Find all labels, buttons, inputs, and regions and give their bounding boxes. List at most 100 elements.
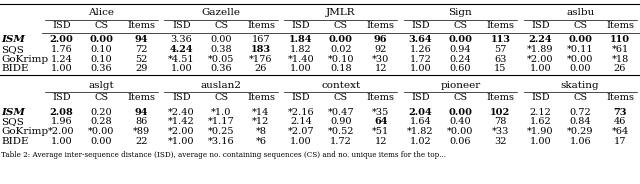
Text: Sign: Sign bbox=[449, 8, 472, 17]
Text: 0.28: 0.28 bbox=[91, 117, 112, 126]
Text: BIDE: BIDE bbox=[1, 64, 29, 73]
Text: GoKrimp: GoKrimp bbox=[1, 55, 49, 64]
Text: 1.76: 1.76 bbox=[51, 45, 72, 54]
Text: *61: *61 bbox=[611, 45, 628, 54]
Text: CS: CS bbox=[453, 93, 468, 102]
Text: 0.36: 0.36 bbox=[211, 64, 232, 73]
Text: 0.84: 0.84 bbox=[570, 117, 591, 126]
Text: *12: *12 bbox=[252, 117, 269, 126]
Text: *0.47: *0.47 bbox=[328, 107, 354, 116]
Text: ISD: ISD bbox=[412, 93, 430, 102]
Text: Alice: Alice bbox=[88, 8, 115, 17]
Text: 1.00: 1.00 bbox=[529, 137, 551, 146]
Text: 12: 12 bbox=[374, 137, 387, 146]
Text: ISD: ISD bbox=[412, 21, 430, 30]
Text: Items: Items bbox=[367, 21, 395, 30]
Text: Items: Items bbox=[367, 93, 395, 102]
Text: *0.29: *0.29 bbox=[567, 127, 593, 136]
Text: *1.17: *1.17 bbox=[208, 117, 234, 126]
Text: CS: CS bbox=[453, 21, 468, 30]
Text: CS: CS bbox=[94, 21, 109, 30]
Text: 57: 57 bbox=[494, 45, 507, 54]
Text: 0.38: 0.38 bbox=[211, 45, 232, 54]
Text: 92: 92 bbox=[374, 45, 387, 54]
Text: 2.04: 2.04 bbox=[409, 107, 433, 116]
Text: ISD: ISD bbox=[292, 21, 310, 30]
Text: CS: CS bbox=[214, 93, 228, 102]
Text: Items: Items bbox=[247, 93, 275, 102]
Text: Items: Items bbox=[127, 21, 156, 30]
Text: 113: 113 bbox=[490, 35, 510, 44]
Text: *0.11: *0.11 bbox=[567, 45, 593, 54]
Text: skating: skating bbox=[561, 81, 600, 90]
Text: 0.90: 0.90 bbox=[330, 117, 351, 126]
Text: 167: 167 bbox=[252, 35, 270, 44]
Text: *6: *6 bbox=[255, 137, 266, 146]
Text: 0.06: 0.06 bbox=[450, 137, 471, 146]
Text: Items: Items bbox=[606, 21, 634, 30]
Text: 26: 26 bbox=[255, 64, 268, 73]
Text: 0.02: 0.02 bbox=[330, 45, 351, 54]
Text: 183: 183 bbox=[251, 45, 271, 54]
Text: 17: 17 bbox=[614, 137, 627, 146]
Text: *3.16: *3.16 bbox=[208, 137, 234, 146]
Text: 2.24: 2.24 bbox=[529, 35, 552, 44]
Text: 1.72: 1.72 bbox=[410, 55, 431, 64]
Text: *1.82: *1.82 bbox=[407, 127, 434, 136]
Text: 32: 32 bbox=[494, 137, 507, 146]
Text: *2.07: *2.07 bbox=[287, 127, 314, 136]
Text: CS: CS bbox=[573, 93, 588, 102]
Text: CS: CS bbox=[94, 93, 109, 102]
Text: JMLR: JMLR bbox=[326, 8, 356, 17]
Text: 2.00: 2.00 bbox=[50, 35, 74, 44]
Text: ISM: ISM bbox=[1, 107, 25, 116]
Text: 1.24: 1.24 bbox=[51, 55, 72, 64]
Text: *89: *89 bbox=[132, 127, 150, 136]
Text: 46: 46 bbox=[614, 117, 627, 126]
Text: 0.00: 0.00 bbox=[449, 35, 472, 44]
Text: pioneer: pioneer bbox=[440, 81, 481, 90]
Text: 0.94: 0.94 bbox=[450, 45, 471, 54]
Text: ISD: ISD bbox=[172, 21, 191, 30]
Text: 1.84: 1.84 bbox=[289, 35, 313, 44]
Text: *1.00: *1.00 bbox=[168, 137, 195, 146]
Text: 0.00: 0.00 bbox=[91, 137, 112, 146]
Text: 3.64: 3.64 bbox=[409, 35, 433, 44]
Text: 1.64: 1.64 bbox=[410, 117, 431, 126]
Text: 1.06: 1.06 bbox=[570, 137, 591, 146]
Text: 94: 94 bbox=[134, 107, 148, 116]
Text: *18: *18 bbox=[611, 55, 628, 64]
Text: 2.12: 2.12 bbox=[529, 107, 551, 116]
Text: 86: 86 bbox=[135, 117, 147, 126]
Text: 96: 96 bbox=[374, 35, 387, 44]
Text: *35: *35 bbox=[372, 107, 389, 116]
Text: *1.0: *1.0 bbox=[211, 107, 231, 116]
Text: CS: CS bbox=[214, 21, 228, 30]
Text: *1.90: *1.90 bbox=[527, 127, 554, 136]
Text: 0.10: 0.10 bbox=[91, 55, 112, 64]
Text: *1.89: *1.89 bbox=[527, 45, 554, 54]
Text: *14: *14 bbox=[252, 107, 269, 116]
Text: BIDE: BIDE bbox=[1, 137, 29, 146]
Text: Items: Items bbox=[247, 21, 275, 30]
Text: *0.05: *0.05 bbox=[208, 55, 234, 64]
Text: 0.00: 0.00 bbox=[90, 35, 113, 44]
Text: 1.62: 1.62 bbox=[529, 117, 551, 126]
Text: *2.16: *2.16 bbox=[287, 107, 314, 116]
Text: 2.14: 2.14 bbox=[290, 117, 312, 126]
Text: 1.00: 1.00 bbox=[170, 64, 192, 73]
Text: 15: 15 bbox=[494, 64, 507, 73]
Text: Table 2: Average inter-sequence distance (ISD), average no. containing sequences: Table 2: Average inter-sequence distance… bbox=[1, 151, 446, 159]
Text: *51: *51 bbox=[372, 127, 389, 136]
Text: *2.00: *2.00 bbox=[168, 127, 195, 136]
Text: 0.00: 0.00 bbox=[211, 35, 232, 44]
Text: *0.10: *0.10 bbox=[328, 55, 354, 64]
Text: Items: Items bbox=[606, 93, 634, 102]
Text: ISD: ISD bbox=[292, 93, 310, 102]
Text: *2.40: *2.40 bbox=[168, 107, 195, 116]
Text: CS: CS bbox=[573, 21, 588, 30]
Text: Gazelle: Gazelle bbox=[202, 8, 241, 17]
Text: *30: *30 bbox=[372, 55, 389, 64]
Text: 0.00: 0.00 bbox=[568, 35, 592, 44]
Text: Items: Items bbox=[127, 93, 156, 102]
